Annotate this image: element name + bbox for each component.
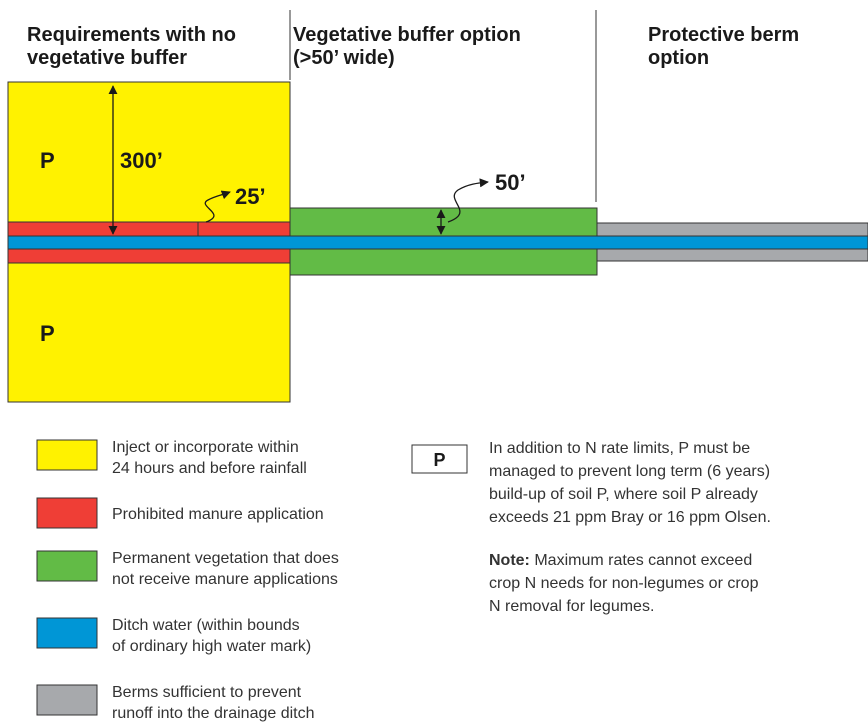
header: vegetative buffer: [27, 47, 187, 69]
ditch-water: [7, 235, 868, 250]
legend-text: of ordinary high water mark): [112, 638, 311, 655]
legend-swatch: [36, 617, 98, 649]
p-text: exceeds 21 ppm Bray or 16 ppm Olsen.: [489, 509, 771, 526]
legend-text: Inject or incorporate within: [112, 439, 299, 456]
note-line: Maximum rates cannot exceed: [530, 552, 752, 569]
header: Requirements with no: [27, 24, 236, 46]
red-strip: [7, 248, 291, 264]
p-text: build-up of soil P, where soil P already: [489, 486, 758, 503]
distance-label: 50’: [495, 170, 526, 195]
legend-text: 24 hours and before rainfall: [112, 460, 307, 477]
note-label: Note:: [489, 552, 530, 569]
legend-text: not receive manure applications: [112, 571, 338, 588]
p-label: P: [40, 321, 55, 346]
legend-text: Prohibited manure application: [112, 506, 324, 523]
p-label: P: [40, 148, 55, 173]
legend-text: Ditch water (within bounds: [112, 617, 300, 634]
header: option: [648, 47, 709, 69]
arrow: [447, 178, 489, 223]
header: Protective berm: [648, 24, 799, 46]
p-box-symbol: P: [433, 450, 445, 470]
legend-swatch: [36, 684, 98, 716]
gray-berm: [596, 248, 868, 262]
distance-label: 300’: [120, 148, 163, 173]
arrow: [204, 190, 231, 223]
legend-swatch: [36, 439, 98, 471]
yellow-field: [7, 81, 291, 223]
legend-text: Berms sufficient to prevent: [112, 684, 302, 701]
distance-label: 25’: [235, 184, 266, 209]
legend-text: runoff into the drainage ditch: [112, 705, 315, 722]
red-strip: [7, 221, 291, 237]
note-text: crop N needs for non-legumes or crop: [489, 575, 759, 592]
yellow-field: [7, 262, 291, 403]
legend-text: Permanent vegetation that does: [112, 550, 339, 567]
note-text: Note: Maximum rates cannot exceed: [489, 552, 752, 569]
gray-berm: [596, 222, 868, 237]
p-text: managed to prevent long term (6 years): [489, 463, 770, 480]
note-text: N removal for legumes.: [489, 598, 654, 615]
p-box: [411, 444, 468, 474]
legend-swatch: [36, 550, 98, 582]
header: Vegetative buffer option: [293, 24, 521, 46]
header: (>50’ wide): [293, 47, 395, 69]
legend-swatch: [36, 497, 98, 529]
p-text: In addition to N rate limits, P must be: [489, 440, 750, 457]
